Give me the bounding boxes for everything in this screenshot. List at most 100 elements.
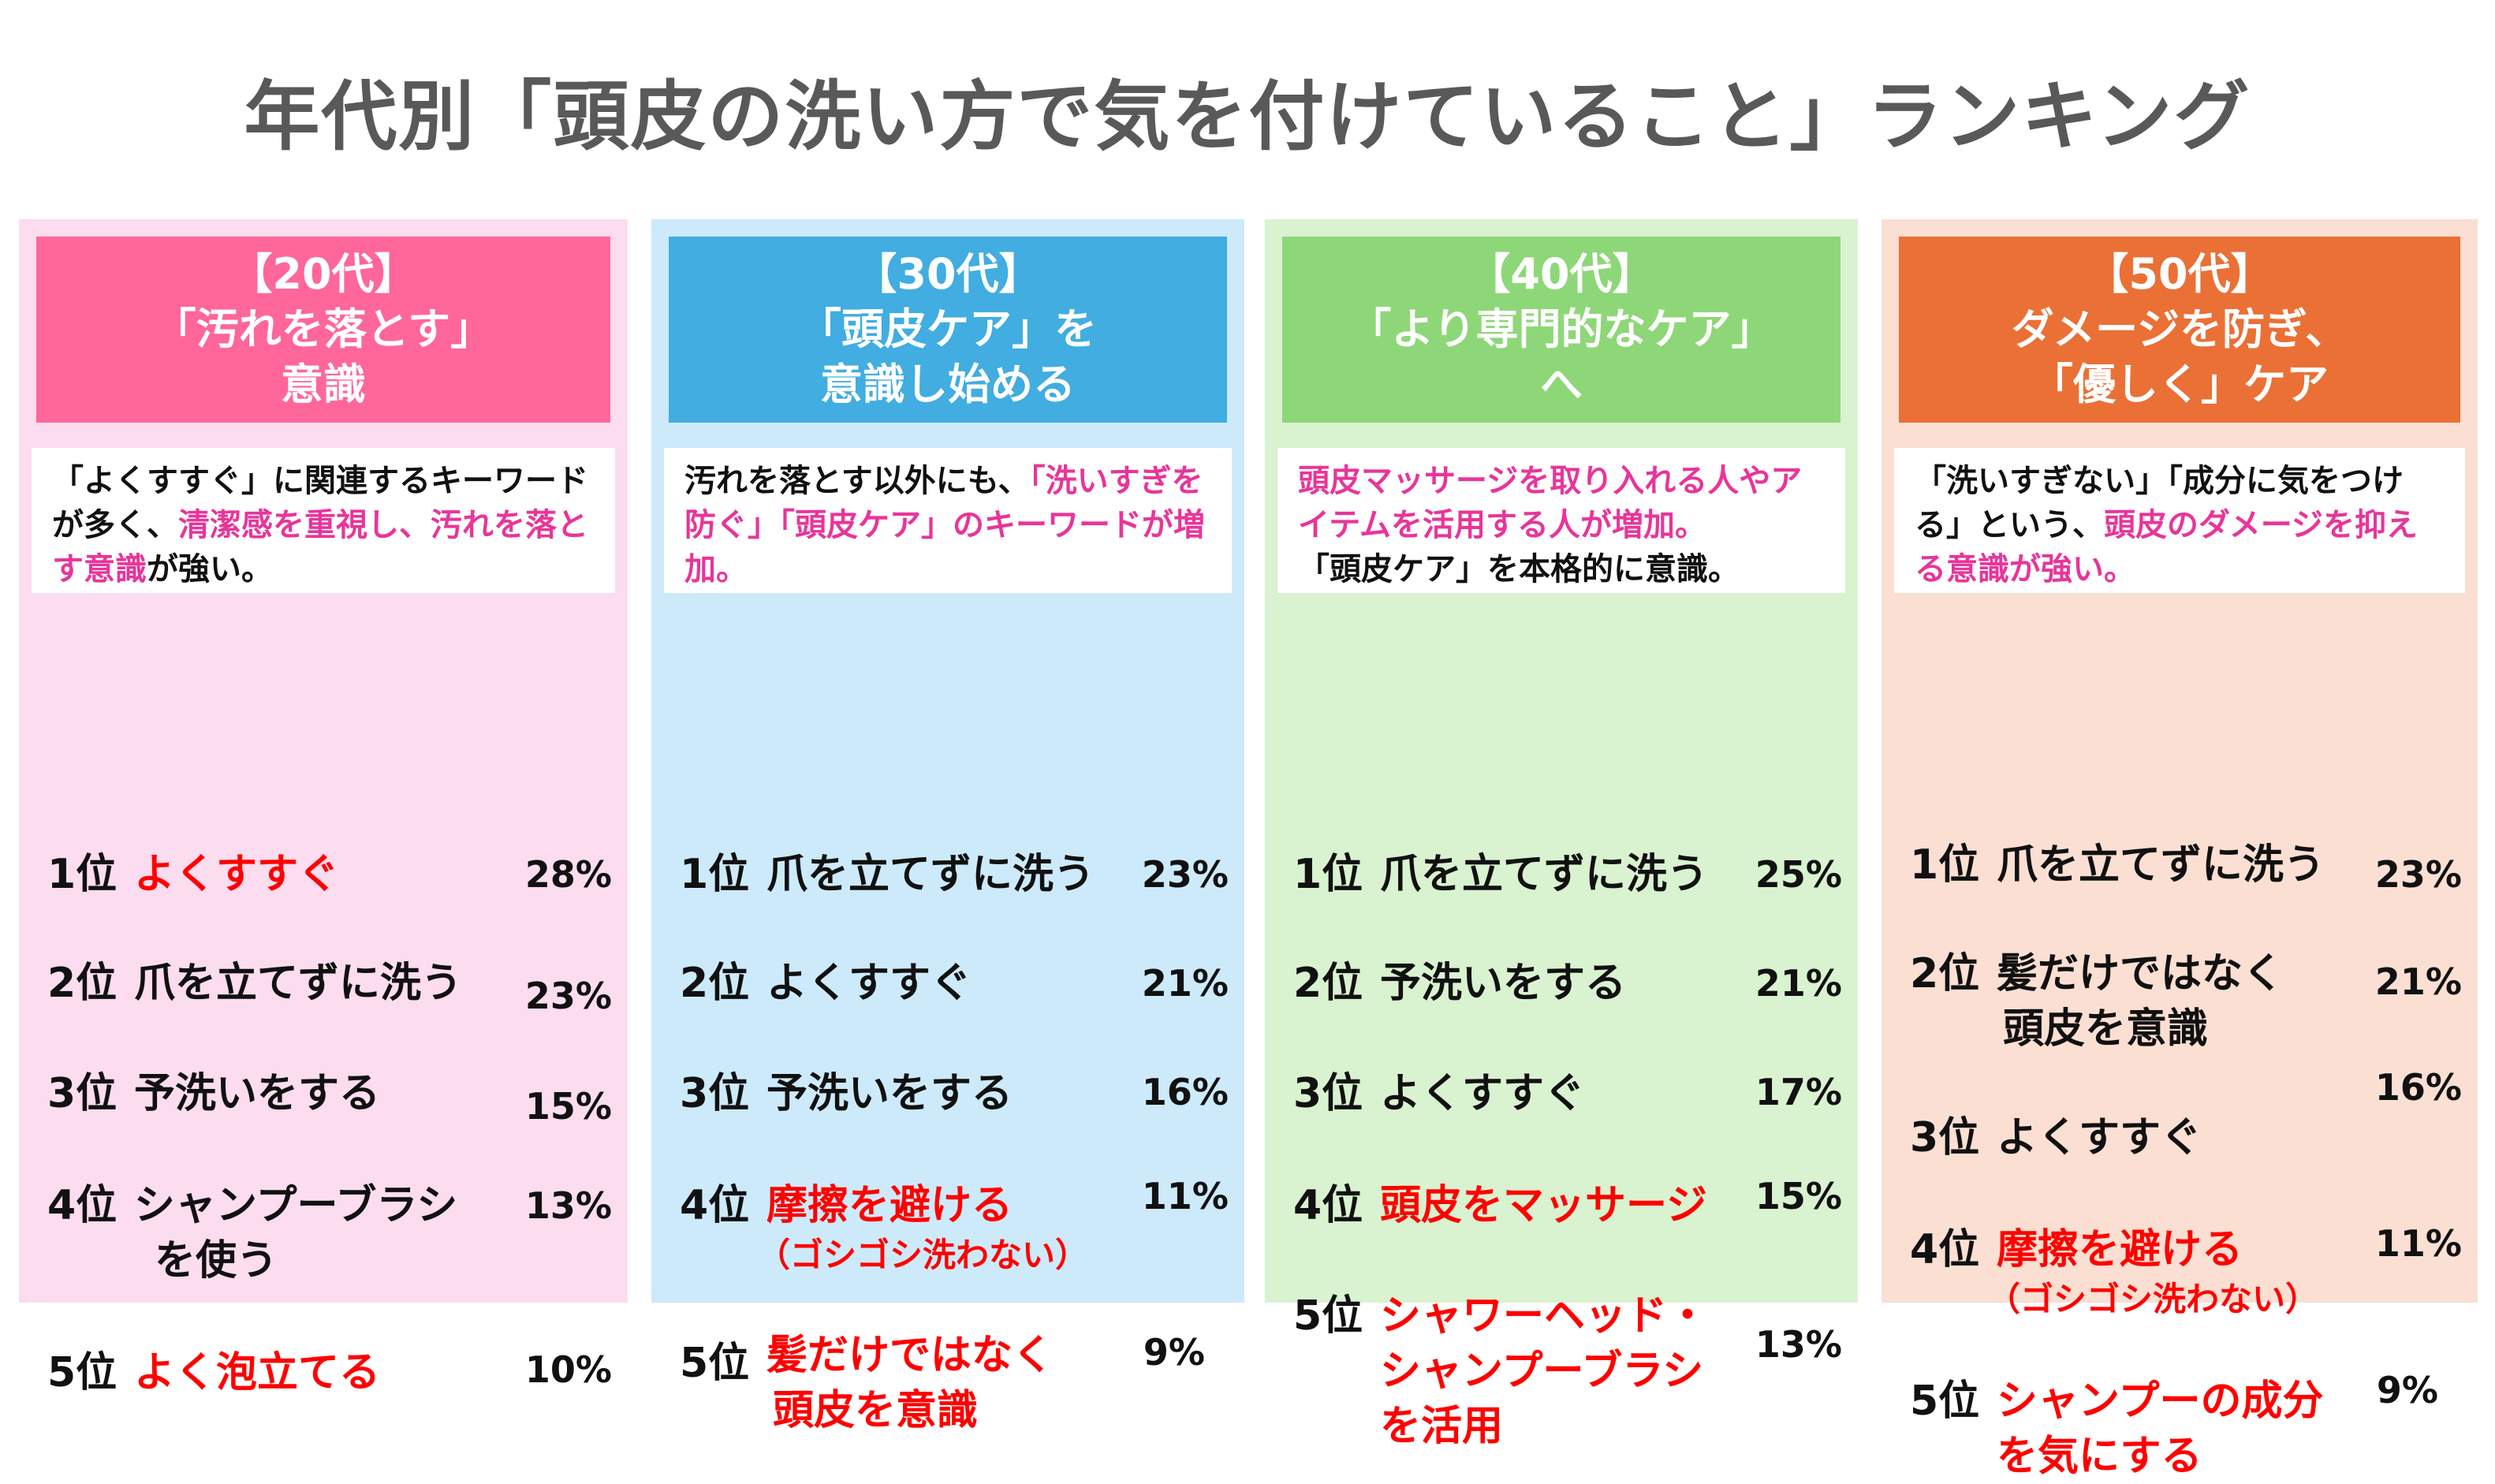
column-20s: 【20代】 「汚れを落とす」 意識 「よくすすぐ」に関連するキーワードが多く、清… (19, 219, 628, 1396)
rank-percent: 21% (1141, 962, 1229, 1005)
column-description: 「よくすすぐ」に関連するキーワードが多く、清潔感を重視し、汚れを落とす意識が強い… (32, 448, 615, 593)
desc-text: 「洗いすぎない」「成分に気をつける」という、 (1915, 463, 2404, 543)
rank-position: 4位 (680, 1182, 750, 1229)
rank-percent: 23% (524, 975, 612, 1017)
rank-label: 爪を立てずに洗う (1997, 841, 2325, 889)
rank-position: 5位 (47, 1349, 117, 1396)
rank-label-line: シャワーヘッド・ (1380, 1292, 1709, 1340)
rank-position: 4位 (1910, 1226, 1980, 1273)
rank-label: 爪を立てずに洗う (1380, 851, 1709, 898)
rank-percent: 16% (1141, 1071, 1229, 1113)
rank-label-sub: （ゴシゴシ洗わない） (1987, 1280, 2319, 1318)
rank-percent: 21% (2374, 960, 2462, 1003)
column-50s: 【50代】 ダメージを防ぎ、 「優しく」ケア 「洗いすぎない」「成分に気をつける… (1882, 219, 2478, 1480)
ranking-list: 1位 爪を立てずに洗う 23% 2位 髪だけではなく 頭皮を意識 21% 3位 よ… (1882, 593, 2478, 1480)
column-description: 「洗いすぎない」「成分に気をつける」という、頭皮のダメージを抑える意識が強い。 (1894, 448, 2465, 593)
rank-position: 5位 (1293, 1292, 1363, 1340)
rank-position: 5位 (680, 1340, 750, 1387)
rank-label-line: 頭皮を意識 (2003, 1005, 2209, 1053)
rank-position: 1位 (1293, 851, 1363, 898)
desc-highlight: 「洗いすぎを防ぐ」「頭皮ケア」のキーワードが増加。 (684, 463, 1205, 587)
rank-position: 2位 (47, 960, 117, 1007)
rank-percent: 23% (1141, 853, 1229, 896)
rank-label: 予洗いをする (134, 1070, 381, 1117)
rank-label: 摩擦を避ける （ゴシゴシ洗わない） (1987, 1222, 2318, 1322)
rank-position: 3位 (1910, 1114, 1980, 1161)
rank-position: 1位 (680, 851, 750, 898)
rank-percent: 25% (1755, 853, 1842, 896)
rank-label: シャンプーブラシを使う (134, 1178, 457, 1288)
rank-percent: 23% (2374, 853, 2462, 896)
rank-percent: 16% (2374, 1066, 2462, 1109)
header-line: 「優しく」ケア (2031, 360, 2329, 409)
rank-label: よくすすぐ (766, 960, 972, 1007)
desc-text: が強い。 (147, 551, 273, 587)
rank-label-sub: （ゴシゴシ洗わない） (757, 1236, 1089, 1274)
rank-position: 1位 (1910, 841, 1980, 889)
desc-text: 「よくすすぐ」に関連するキーワードが多く、 (52, 463, 588, 543)
header-line: へ (1540, 360, 1583, 409)
rank-label-line: 頭皮を意識 (773, 1387, 979, 1434)
column-header: 【40代】 「より専門的なケア」 へ (1282, 237, 1840, 423)
column-description: 汚れを落とす以外にも、「洗いすぎを防ぐ」「頭皮ケア」のキーワードが増加。 (664, 448, 1232, 593)
ranking-list: 1位 爪を立てずに洗う 25% 2位 予洗いをする 21% 3位 よくすすぐ 1… (1265, 593, 1858, 1450)
header-line: 「より専門的なケア」 (1348, 304, 1774, 354)
page-title: 年代別「頭皮の洗い方で気を付けていること」ランキング (244, 73, 2251, 161)
rank-label: 予洗いをする (1380, 960, 1627, 1007)
column-header: 【30代】 「頭皮ケア」を 意識し始める (669, 237, 1227, 423)
rank-label: 予洗いをする (766, 1070, 1013, 1117)
rank-label: よく泡立てる (134, 1349, 381, 1396)
rank-label: 髪だけではなく 頭皮を意識 (766, 1328, 1054, 1438)
rank-label-line: シャンプーブラシ (1380, 1348, 1704, 1395)
column-header: 【20代】 「汚れを落とす」 意識 (36, 237, 610, 423)
rank-label-line: 髪だけではなく (1997, 950, 2284, 997)
rank-percent: 17% (1755, 1071, 1842, 1113)
rank-percent: 15% (1755, 1175, 1842, 1217)
header-line: 意識し始める (820, 360, 1076, 409)
desc-highlight: 清潔感を重視し、汚れを落とす意識 (52, 507, 588, 587)
column-header: 【50代】 ダメージを防ぎ、 「優しく」ケア (1899, 237, 2460, 423)
header-line: ダメージを防ぎ、 (2011, 304, 2348, 354)
rank-label: 頭皮をマッサージ (1380, 1182, 1707, 1229)
rank-label: 髪だけではなく頭皮を意識 (1997, 946, 2284, 1057)
header-line: 【20代】 (229, 249, 417, 299)
rank-label-line: を使う (155, 1237, 278, 1285)
ranking-list: 1位 爪を立てずに洗う 23% 2位 よくすすぐ 21% 3位 予洗いをする 1… (651, 593, 1244, 1434)
ranking-list: 1位 よくすすぐ 28% 2位 爪を立てずに洗う 23% 3位 予洗いをする 1… (19, 593, 628, 1396)
rank-percent: 11% (2374, 1222, 2462, 1265)
rank-label: シャンプーの成分 を気にする (1997, 1374, 2323, 1484)
rank-percent: 15% (524, 1085, 612, 1128)
rank-label: シャワーヘッド・ シャンプーブラシ を活用 (1380, 1288, 1708, 1454)
header-line: 【40代】 (1468, 249, 1655, 299)
header-line: 「汚れを落とす」 (153, 304, 494, 354)
header-line: 意識 (281, 360, 366, 409)
desc-text: 「頭皮ケア」を本格的に意識。 (1298, 551, 1740, 587)
rank-label: 摩擦を避ける （ゴシゴシ洗わない） (757, 1178, 1088, 1277)
rank-label: よくすすぐ (134, 851, 340, 898)
desc-text: 汚れを落とす以外にも、 (684, 463, 1030, 499)
header-line: 「頭皮ケア」を (799, 304, 1097, 354)
rank-label-line: を活用 (1380, 1403, 1504, 1450)
rank-percent: 21% (1755, 962, 1842, 1005)
rank-position: 3位 (1293, 1070, 1363, 1117)
rank-percent: 9% (2376, 1369, 2438, 1411)
rank-position: 3位 (680, 1070, 750, 1117)
rank-position: 4位 (47, 1182, 117, 1229)
rank-label: よくすすぐ (1997, 1114, 2202, 1161)
rank-label-line: 摩擦を避ける (766, 1182, 1013, 1229)
rank-percent: 11% (1141, 1175, 1229, 1217)
rank-position: 2位 (1293, 960, 1363, 1007)
rank-position: 3位 (47, 1070, 117, 1117)
rank-label: 爪を立てずに洗う (766, 851, 1095, 898)
rank-percent: 28% (524, 853, 612, 896)
rank-percent: 10% (524, 1348, 612, 1391)
rank-label-line: 摩擦を避ける (1997, 1226, 2243, 1273)
rank-label: よくすすぐ (1380, 1070, 1586, 1117)
column-30s: 【30代】 「頭皮ケア」を 意識し始める 汚れを落とす以外にも、「洗いすぎを防ぐ… (651, 219, 1244, 1434)
column-description: 頭皮マッサージを取り入れる人やアイテムを活用する人が増加。 「頭皮ケア」を本格的に… (1277, 448, 1845, 593)
rank-position: 5位 (1910, 1378, 1980, 1425)
rank-percent: 13% (524, 1184, 612, 1227)
rank-label-line: シャンプーブラシ (134, 1182, 458, 1229)
rank-label: 爪を立てずに洗う (134, 960, 463, 1007)
rank-position: 1位 (47, 851, 117, 898)
